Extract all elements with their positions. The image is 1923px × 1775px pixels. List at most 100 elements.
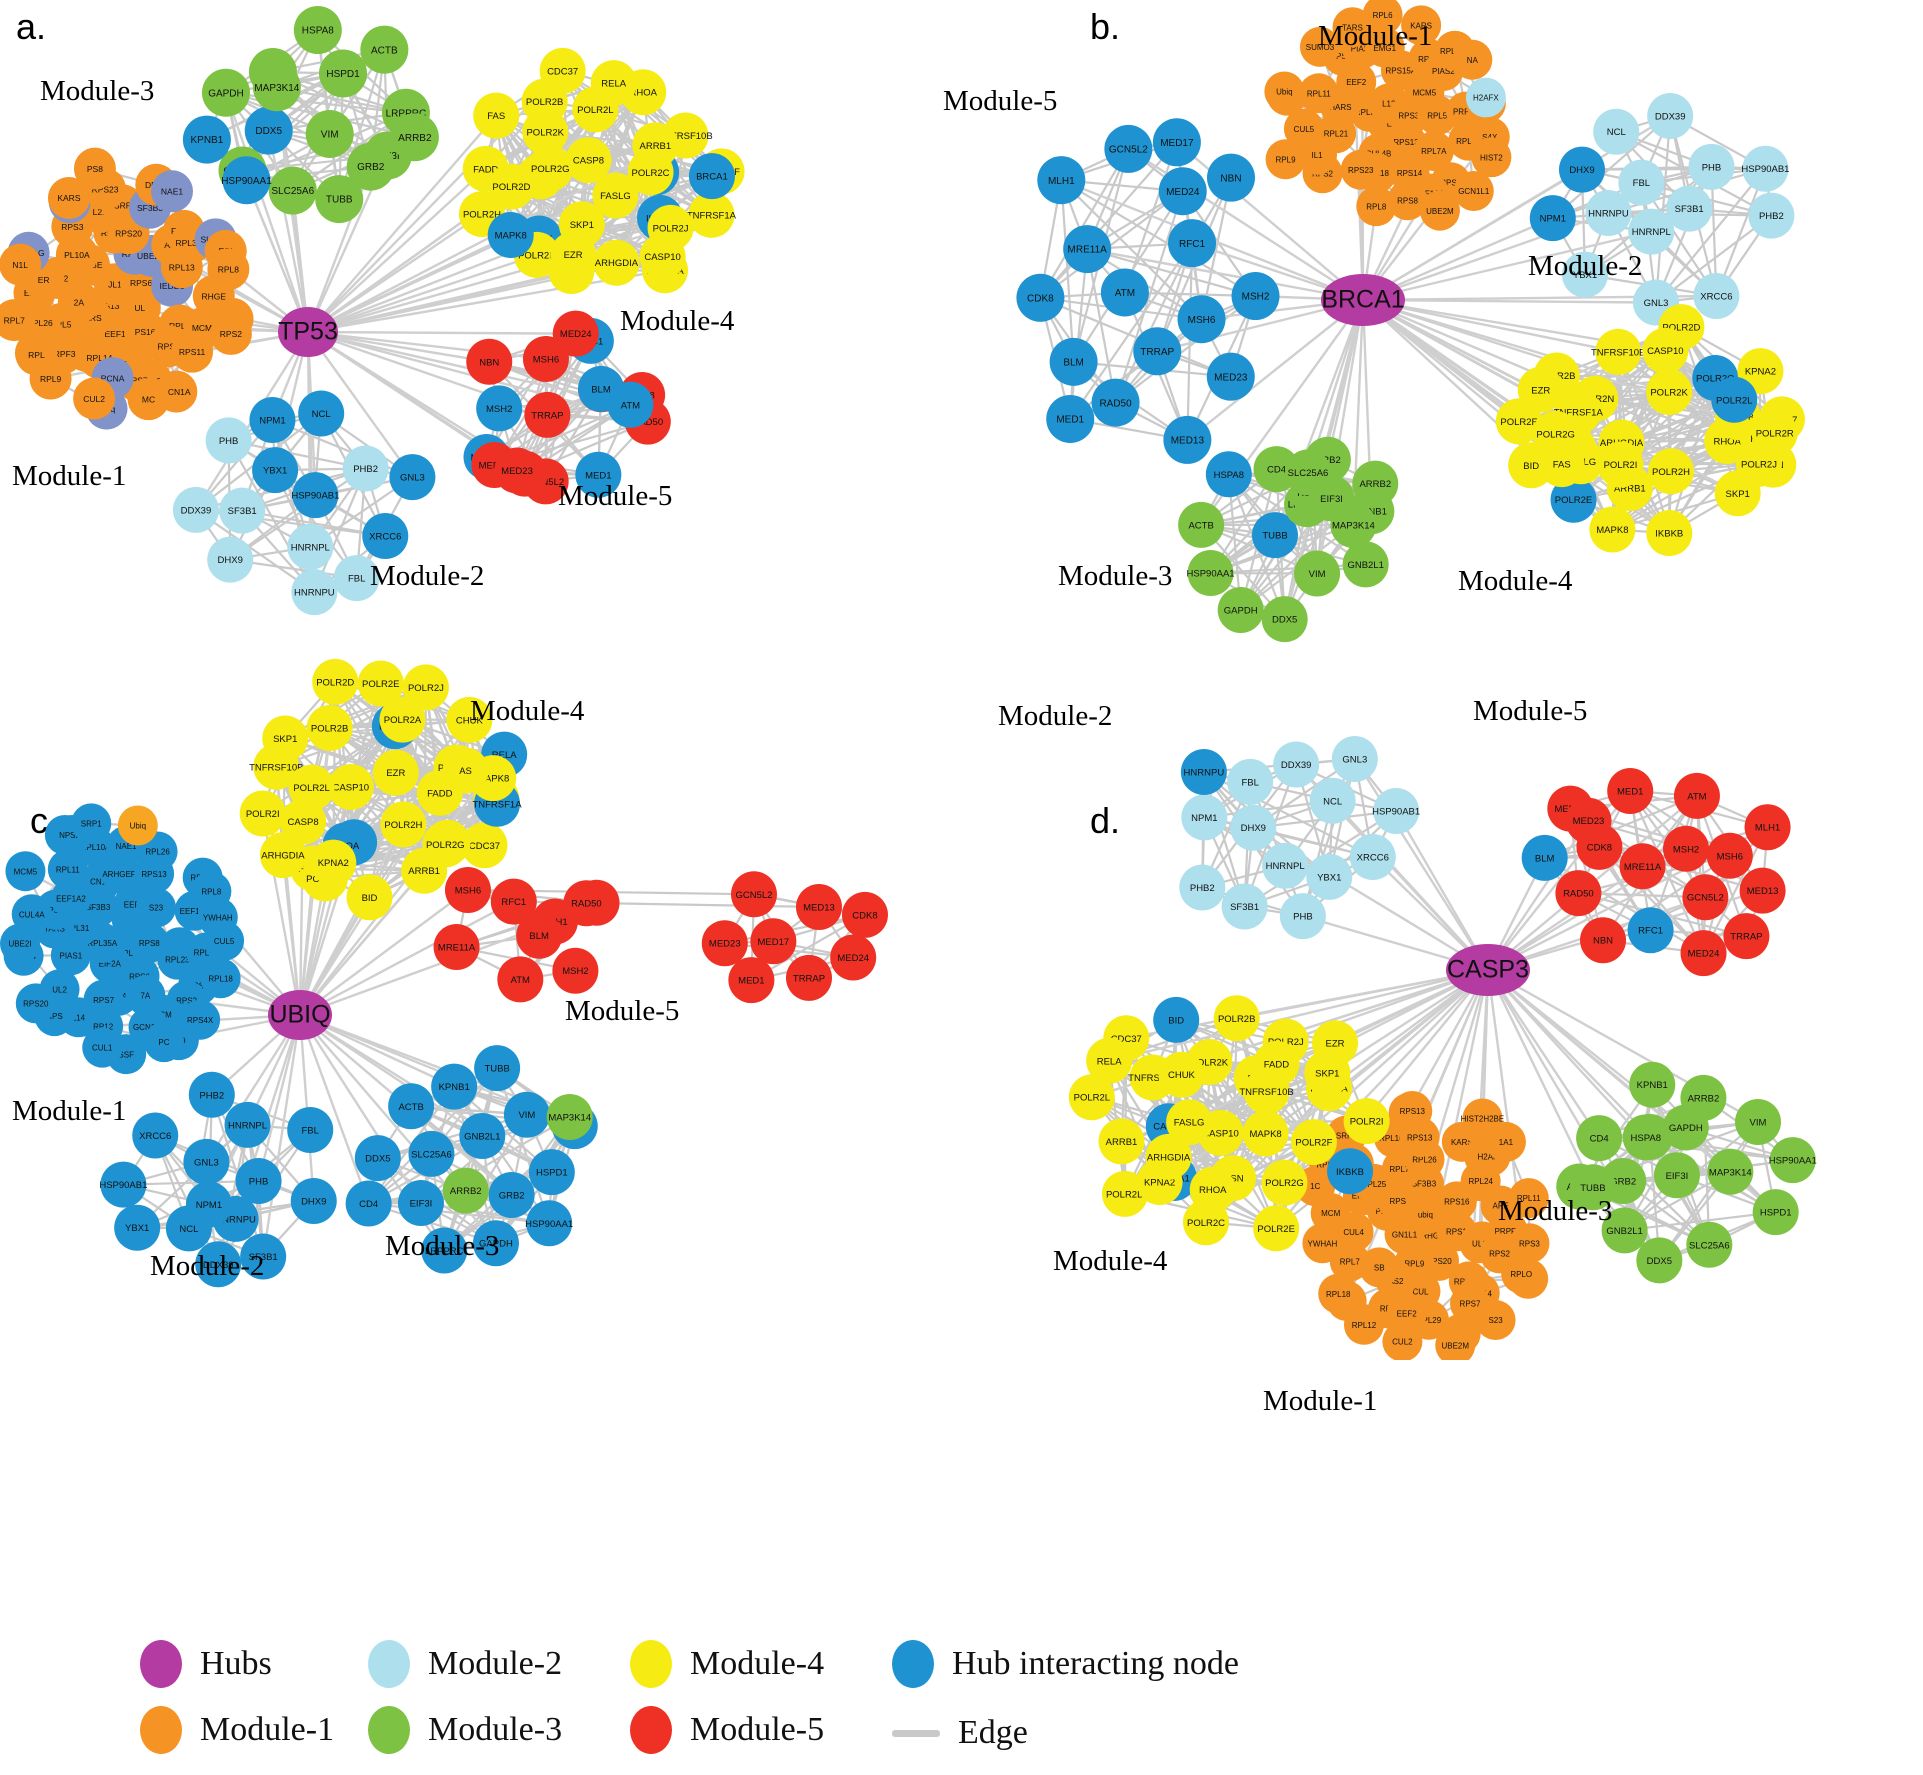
network-node-map3k14[interactable]: MAP3K14 [252, 63, 301, 112]
network-node-arrb1[interactable]: ARRB1 [1098, 1118, 1145, 1165]
network-node-hnrnpu[interactable]: HNRNPU [1180, 749, 1227, 796]
network-node-hspa8[interactable]: HSPA8 [1622, 1114, 1669, 1161]
network-node-msh2[interactable]: MSH2 [552, 947, 599, 994]
network-node-rpl[interactable]: RPL [15, 333, 58, 376]
network-node-atm[interactable]: ATM [497, 956, 544, 1003]
network-node-skp1[interactable]: SKP1 [262, 715, 309, 762]
network-node-nae1[interactable]: NAE1 [151, 170, 194, 213]
network-node-fas[interactable]: FAS [473, 92, 520, 139]
network-node-kars[interactable]: KARS [47, 176, 90, 219]
network-node-rplo[interactable]: RPLO [1501, 1253, 1542, 1294]
network-node-brca1[interactable]: BRCA1 [688, 153, 735, 200]
network-node-casp10[interactable]: CASP10 [327, 763, 374, 810]
network-node-gnl3[interactable]: GNL3 [1331, 735, 1378, 782]
network-node-ikbkb[interactable]: IKBKB [1646, 510, 1693, 557]
network-node-polr2h[interactable]: POLR2H [1648, 448, 1695, 495]
network-node-polr2k[interactable]: POLR2K [1646, 369, 1693, 416]
network-node-rps11[interactable]: RPS11 [171, 330, 214, 373]
network-node-polr2l[interactable]: POLR2L [1068, 1074, 1115, 1121]
network-node-eef1a2[interactable]: EEF1A2 [50, 878, 91, 919]
network-node-sf3b1[interactable]: SF3B1 [1221, 883, 1268, 930]
network-node-ubiq[interactable]: Ubiq [117, 805, 158, 846]
network-node-rpl6[interactable]: RPL6 [1362, 0, 1403, 36]
network-node-mapk8[interactable]: MAPK8 [487, 211, 534, 258]
network-node-hnrnpu[interactable]: HNRNPU [291, 569, 338, 616]
network-node-med24[interactable]: MED24 [830, 934, 877, 981]
network-node-faslg[interactable]: FASLG [592, 172, 639, 219]
network-node-kpnb1[interactable]: KPNB1 [1629, 1061, 1676, 1108]
network-node-med1[interactable]: MED1 [728, 957, 775, 1004]
network-node-as[interactable]: AS [442, 747, 489, 794]
network-node-mapk8[interactable]: MAPK8 [1242, 1110, 1289, 1157]
network-node-gapdh[interactable]: GAPDH [1217, 587, 1264, 634]
network-node-ddx39[interactable]: DDX39 [172, 486, 219, 533]
network-node-fbl[interactable]: FBL [287, 1106, 334, 1153]
network-node-ddx5[interactable]: DDX5 [1636, 1237, 1683, 1284]
network-node-arrb1[interactable]: ARRB1 [632, 122, 679, 169]
network-node-ube2m[interactable]: UBE2M [1435, 1325, 1476, 1360]
network-node-rpl11[interactable]: RPL11 [47, 849, 88, 890]
network-node-med1[interactable]: MED1 [1607, 768, 1654, 814]
network-node-gapdh[interactable]: GAPDH [472, 1220, 519, 1267]
network-node-arrb2[interactable]: ARRB2 [442, 1167, 489, 1214]
network-node-rhoa[interactable]: RHOA [1189, 1166, 1236, 1213]
network-node-s23[interactable]: S23 [1475, 1300, 1516, 1341]
network-node-vim[interactable]: VIM [305, 109, 354, 158]
network-node-vim[interactable]: VIM [503, 1091, 550, 1138]
network-node-trrap[interactable]: TRRAP [1723, 913, 1770, 960]
network-node-hsp90ab1[interactable]: HSP90AB1 [1741, 145, 1789, 192]
network-node-ube2m[interactable]: UBE2M [1419, 190, 1460, 231]
network-node-polr2d[interactable]: POLR2D [1101, 1170, 1148, 1217]
network-node-gcn5l2[interactable]: GCN5L2 [1104, 124, 1153, 173]
network-node-hnrnpl[interactable]: HNRNPL [1628, 208, 1675, 255]
network-node-polr2b[interactable]: POLR2B [521, 78, 568, 125]
network-node-phb2[interactable]: PHB2 [188, 1071, 235, 1118]
network-node-mcm5[interactable]: MCM5 [5, 851, 46, 892]
network-node-ikbkb[interactable]: IKBKB [1327, 1148, 1374, 1195]
network-node-polr2j[interactable]: POLR2J [402, 664, 449, 711]
network-node-n1l[interactable]: N1L [0, 243, 42, 286]
network-node-msh6[interactable]: MSH6 [1177, 295, 1226, 344]
network-node-cul2[interactable]: CUL2 [1382, 1321, 1423, 1360]
network-node-rps2[interactable]: RPS2 [209, 312, 252, 355]
network-node-eif3i[interactable]: EIF3I [1653, 1152, 1700, 1199]
network-node-ddx5[interactable]: DDX5 [1261, 596, 1308, 643]
network-node-msh6[interactable]: MSH6 [1706, 832, 1753, 879]
network-node-gapdh[interactable]: GAPDH [1662, 1104, 1709, 1151]
network-node-rfc1[interactable]: RFC1 [490, 878, 537, 925]
network-node-polr2g[interactable]: POLR2G [1261, 1159, 1308, 1206]
network-node-gcn1l1[interactable]: GCN1L1 [1453, 170, 1494, 211]
network-node-polr2l[interactable]: POLR2L [288, 764, 335, 811]
network-node-polr2g[interactable]: POLR2G [422, 821, 469, 868]
network-node-med1[interactable]: MED1 [1046, 394, 1095, 443]
network-node-ubiq[interactable]: Ubiq [1264, 71, 1305, 112]
network-node-cul5[interactable]: CUL5 [1283, 108, 1324, 149]
network-node-xrcc6[interactable]: XRCC6 [362, 513, 409, 560]
network-node-rpl7[interactable]: RPL7 [0, 299, 36, 342]
network-node-ncl[interactable]: NCL [1309, 777, 1356, 824]
network-node-cdk8[interactable]: CDK8 [841, 891, 888, 938]
network-node-ybx1[interactable]: YBX1 [252, 447, 299, 494]
network-node-msh2[interactable]: MSH2 [1663, 825, 1710, 872]
network-node-polr2d[interactable]: POLR2D [488, 163, 535, 210]
network-node-rpl8[interactable]: RPL8 [207, 248, 250, 291]
network-node-rps3[interactable]: RPS3 [1509, 1223, 1550, 1264]
network-node-trrap[interactable]: TRRAP [785, 954, 832, 1001]
network-node-hnrnpl[interactable]: HNRNPL [287, 523, 334, 570]
network-node-polr2e[interactable]: POLR2E [357, 660, 404, 707]
network-node-nbn[interactable]: NBN [1580, 917, 1627, 964]
network-node-lrpprc[interactable]: LRPPRC [421, 1227, 468, 1274]
network-node-xrcc6[interactable]: XRCC6 [1349, 834, 1396, 881]
network-node-msh2[interactable]: MSH2 [1231, 272, 1280, 321]
network-node-ps8[interactable]: PS8 [73, 147, 116, 190]
hub-node-ubiq[interactable]: UBIQ [268, 990, 332, 1040]
network-node-med13[interactable]: MED13 [1163, 415, 1212, 464]
network-node-kpnb1[interactable]: KPNB1 [182, 115, 231, 164]
hub-node-brca1[interactable]: BRCA1 [1321, 274, 1405, 326]
network-node-ddx39[interactable]: DDX39 [1647, 92, 1694, 139]
network-node-sf3b1[interactable]: SF3B1 [1666, 185, 1713, 232]
network-node-polr2e[interactable]: POLR2E [1253, 1205, 1300, 1252]
network-node-eif3i[interactable]: EIF3I [397, 1180, 444, 1227]
network-node-gcn5l2[interactable]: GCN5L2 [1682, 874, 1729, 921]
network-node-kpna2[interactable]: KPNA2 [310, 839, 357, 886]
